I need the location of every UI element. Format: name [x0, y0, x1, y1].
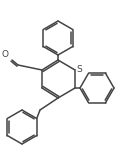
Text: O: O — [2, 50, 9, 59]
Text: S: S — [76, 65, 82, 75]
